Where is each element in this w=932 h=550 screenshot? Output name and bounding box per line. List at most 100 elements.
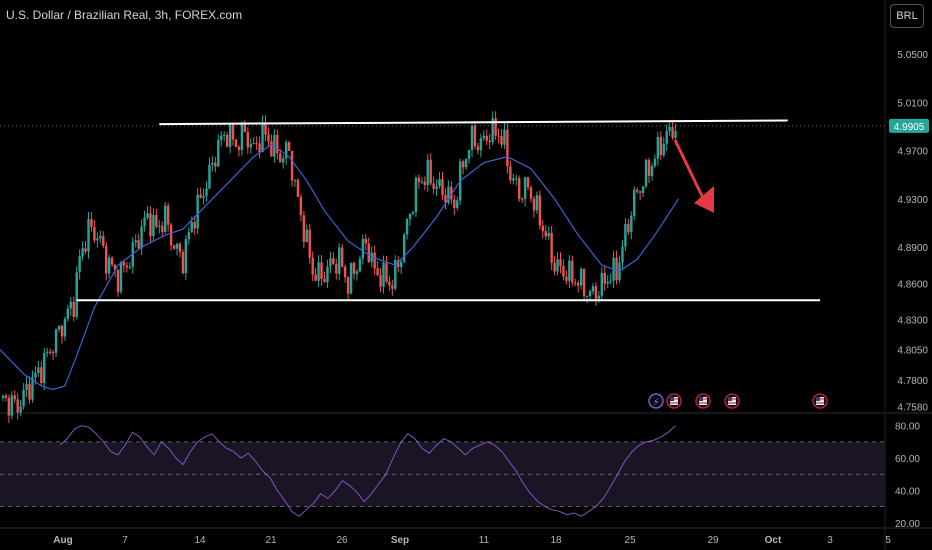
candle-body [146, 213, 149, 218]
candle-body [423, 181, 426, 185]
candle-body [609, 280, 612, 282]
candle-body [509, 166, 512, 181]
candle-body [400, 261, 403, 267]
candle-body [621, 246, 624, 263]
candle-body [376, 268, 379, 276]
candle-body [650, 165, 654, 177]
candle-body [603, 272, 606, 284]
candle-body [323, 278, 326, 283]
candle-body [25, 383, 28, 390]
candle-body [579, 268, 583, 286]
candle-body [597, 295, 601, 299]
candle-body [464, 158, 468, 168]
candle-body [529, 187, 533, 199]
candle-body [594, 286, 598, 299]
candle-body [630, 215, 633, 233]
candle-body [166, 205, 170, 225]
candle-body [591, 286, 595, 292]
candle-body [638, 191, 642, 193]
candle-body [414, 177, 418, 213]
candle-body [367, 243, 370, 262]
candle-body [4, 395, 8, 398]
candle-body [140, 226, 143, 249]
candle-body [500, 136, 503, 145]
candle-body [447, 186, 450, 203]
candle-body [615, 257, 618, 280]
candle-body [119, 262, 123, 292]
candle-body [105, 245, 108, 274]
candle-body [341, 247, 344, 267]
candle-body [69, 301, 72, 309]
candle-body [497, 135, 500, 137]
candle-body [125, 265, 129, 268]
x-tick-label: 7 [122, 535, 128, 546]
candle-body [63, 318, 67, 337]
candle-body [143, 217, 146, 227]
rsi-tick-label: 40.00 [895, 486, 920, 497]
candle-body [10, 395, 13, 416]
x-tick-label: 14 [194, 535, 206, 546]
candle-body [264, 122, 267, 135]
moving-average-line [0, 143, 680, 391]
candle-body [302, 215, 306, 243]
candle-body [178, 243, 182, 253]
candle-body [87, 219, 90, 252]
candle-body [311, 257, 314, 275]
candle-body [28, 383, 31, 400]
candle-body [161, 225, 164, 233]
rsi-tick-label: 60.00 [895, 454, 920, 465]
us-flag-canton [728, 397, 732, 401]
candle-body [503, 129, 506, 145]
candle-body [237, 146, 241, 150]
candle-body [556, 259, 559, 272]
x-tick-label: Oct [765, 535, 782, 546]
candle-body [13, 395, 16, 400]
candle-body [494, 118, 497, 136]
candle-body [19, 406, 22, 413]
candle-body [550, 233, 553, 263]
candle-body [57, 325, 61, 330]
candle-body [577, 282, 580, 286]
x-tick-label: Sep [391, 535, 409, 546]
candle-body [373, 252, 376, 269]
candle-body [520, 198, 524, 200]
candle-body [155, 214, 158, 227]
us-flag-canton [670, 397, 674, 401]
candle-body [169, 224, 173, 246]
candle-body [7, 397, 11, 416]
candle-body [488, 140, 491, 142]
candle-body [329, 258, 332, 267]
candle-body [411, 212, 415, 214]
candle-body [220, 135, 223, 140]
candle-body [51, 351, 55, 353]
x-tick-label: 21 [265, 535, 277, 546]
candle-body [190, 221, 193, 233]
candle-body [282, 158, 285, 163]
candle-body [107, 257, 111, 274]
candle-body [585, 295, 589, 297]
candle-body [506, 129, 509, 167]
candle-body [538, 195, 542, 226]
candle-body [299, 196, 303, 216]
candle-body [547, 233, 550, 237]
price-tick-label: 4.7800 [897, 376, 928, 387]
candle-body [96, 238, 99, 241]
candle-body [261, 122, 264, 153]
candle-body [485, 135, 488, 141]
candle-body [379, 275, 382, 287]
candle-body [54, 329, 58, 353]
price-tick-label: 4.7580 [897, 402, 928, 413]
candle-body [429, 159, 432, 184]
candle-body [184, 239, 188, 274]
candle-body [110, 257, 114, 265]
candle-body [532, 198, 536, 211]
candle-body [75, 272, 78, 317]
candle-body [320, 262, 323, 279]
lightning-glyph: ⚡ [653, 397, 659, 407]
currency-button[interactable]: BRL [890, 4, 924, 28]
candle-body [234, 139, 238, 147]
candle-body [149, 213, 152, 237]
candle-body [81, 248, 84, 256]
candle-body [270, 141, 273, 157]
